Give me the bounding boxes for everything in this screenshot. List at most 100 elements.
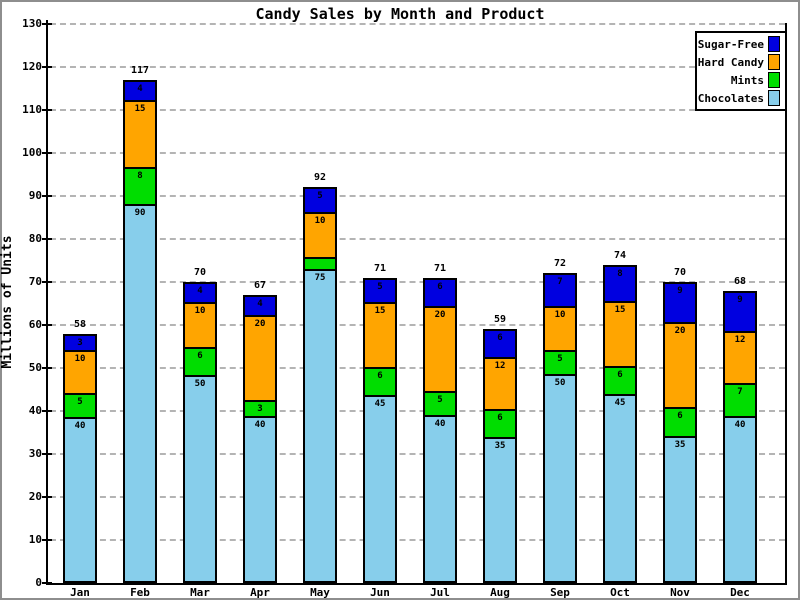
gridline xyxy=(50,238,785,240)
y-tick-label: 60 xyxy=(28,318,42,331)
x-tick-label-sep: Sep xyxy=(550,586,570,599)
bar-segment-hard-candy: 15 xyxy=(605,303,635,369)
bar-segment-mints: 7 xyxy=(725,385,755,418)
bar-apr: 4 20 3 40 xyxy=(243,294,277,583)
legend-swatch-sugar-free xyxy=(768,36,780,52)
bar-segment-sugar-free: 6 xyxy=(485,331,515,360)
y-tick-label: 120 xyxy=(22,60,42,73)
y-tick-mark xyxy=(42,539,52,541)
bar-segment-chocolates: 40 xyxy=(65,419,95,581)
bar-total-label: 71 xyxy=(373,262,387,274)
bar-segment-hard-candy: 10 xyxy=(545,307,575,353)
gridline xyxy=(50,66,785,68)
x-tick-label-mar: Mar xyxy=(190,586,210,599)
legend-label: Hard Candy xyxy=(697,55,764,69)
bar-may: 5 10 75 xyxy=(303,187,337,583)
y-tick-mark xyxy=(42,453,52,455)
bar-segment-chocolates: 75 xyxy=(305,271,335,581)
gridline xyxy=(50,152,785,154)
bar-segment-sugar-free: 5 xyxy=(305,189,335,214)
x-tick-label-jul: Jul xyxy=(430,586,450,599)
bar-jun: 5 15 6 45 xyxy=(363,277,397,583)
y-tick-label: 130 xyxy=(22,17,42,30)
x-tick-label-apr: Apr xyxy=(250,586,270,599)
plot-right-border xyxy=(785,23,787,585)
gridline xyxy=(50,367,785,369)
y-tick-mark xyxy=(42,582,52,584)
y-tick-mark xyxy=(42,367,52,369)
bar-segment-mints: 6 xyxy=(365,368,395,397)
y-tick-label: 20 xyxy=(28,490,42,503)
gridline xyxy=(50,453,785,455)
bar-segment-mints: 8 xyxy=(125,168,155,206)
y-tick-label: 0 xyxy=(35,576,42,589)
bar-aug: 6 12 6 35 xyxy=(483,329,517,583)
bar-total-label: 117 xyxy=(130,64,150,76)
bar-segment-hard-candy: 20 xyxy=(425,307,455,393)
bar-segment-hard-candy: 10 xyxy=(65,351,95,396)
gridline xyxy=(50,324,785,326)
bar-segment-chocolates: 50 xyxy=(545,376,575,581)
gridline xyxy=(50,195,785,197)
legend-swatch-hard-candy xyxy=(768,54,780,70)
legend: Sugar-Free Hard Candy Mints Chocolates xyxy=(695,31,787,111)
bar-segment-sugar-free: 9 xyxy=(665,284,695,325)
y-tick-label: 10 xyxy=(28,533,42,546)
bar-segment-mints: 6 xyxy=(605,368,635,397)
bar-segment-hard-candy: 10 xyxy=(185,304,215,349)
y-tick-mark xyxy=(42,496,52,498)
bar-segment-hard-candy: 15 xyxy=(365,303,395,369)
y-tick-mark xyxy=(42,195,52,197)
bar-segment-chocolates: 35 xyxy=(665,437,695,581)
y-axis-line xyxy=(46,20,48,585)
x-tick-label-dec: Dec xyxy=(730,586,750,599)
bar-jul: 6 20 5 40 xyxy=(423,277,457,583)
bar-segment-mints xyxy=(305,258,335,272)
bar-segment-chocolates: 90 xyxy=(125,205,155,581)
bar-sep: 7 10 5 50 xyxy=(543,273,577,583)
y-tick-mark xyxy=(42,238,52,240)
x-tick-label-jan: Jan xyxy=(70,586,90,599)
x-tick-label-aug: Aug xyxy=(490,586,510,599)
bar-segment-mints: 6 xyxy=(665,409,695,438)
legend-swatch-mints xyxy=(768,72,780,88)
x-tick-label-nov: Nov xyxy=(670,586,690,599)
y-tick-mark xyxy=(42,410,52,412)
bar-segment-sugar-free: 4 xyxy=(125,81,155,103)
bar-segment-mints: 6 xyxy=(485,411,515,440)
y-tick-label: 50 xyxy=(28,361,42,374)
bar-total-label: 74 xyxy=(613,249,627,261)
legend-row-chocolates: Chocolates xyxy=(697,89,785,107)
x-tick-label-feb: Feb xyxy=(130,586,150,599)
bar-segment-chocolates: 45 xyxy=(365,396,395,581)
y-tick-label: 30 xyxy=(28,447,42,460)
legend-row-sugar-free: Sugar-Free xyxy=(697,35,785,53)
bar-segment-sugar-free: 3 xyxy=(65,335,95,352)
y-tick-label: 100 xyxy=(22,146,42,159)
gridline xyxy=(50,539,785,541)
gridline xyxy=(50,23,785,25)
bar-segment-sugar-free: 9 xyxy=(725,292,755,333)
bar-total-label: 72 xyxy=(553,258,567,270)
legend-row-mints: Mints xyxy=(697,71,785,89)
bar-segment-sugar-free: 5 xyxy=(365,279,395,304)
bar-oct: 8 15 6 45 xyxy=(603,264,637,583)
bar-segment-mints: 5 xyxy=(545,352,575,377)
bar-total-label: 68 xyxy=(733,275,747,287)
y-tick-mark xyxy=(42,66,52,68)
bar-mar: 4 10 6 50 xyxy=(183,282,217,583)
bar-segment-chocolates: 50 xyxy=(185,376,215,581)
bar-total-label: 67 xyxy=(253,279,267,291)
gridline xyxy=(50,410,785,412)
bar-nov: 9 20 6 35 xyxy=(663,282,697,583)
bar-total-label: 70 xyxy=(673,267,687,278)
bar-feb: 4 15 8 90 xyxy=(123,79,157,583)
bar-segment-sugar-free: 6 xyxy=(425,279,455,308)
y-tick-mark xyxy=(42,109,52,111)
bar-segment-chocolates: 45 xyxy=(605,396,635,581)
bar-segment-hard-candy: 12 xyxy=(725,332,755,386)
bar-total-label: 59 xyxy=(493,314,507,326)
bar-segment-sugar-free: 4 xyxy=(245,296,275,318)
bar-jan: 3 10 5 40 xyxy=(63,333,97,583)
